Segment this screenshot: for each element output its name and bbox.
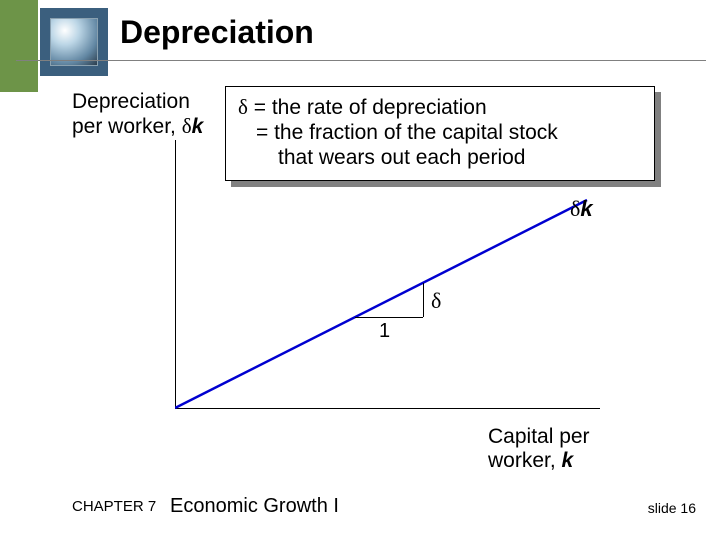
page-title: Depreciation [120,14,314,51]
slope-rise-label: δ [431,288,441,314]
line-label: δk [570,196,593,222]
logo-inner [50,18,98,66]
line-label-k: k [580,196,592,221]
slide: Depreciation Depreciation per worker, δk… [0,0,720,540]
ylabel-line2-prefix: per worker, [72,115,182,138]
xlabel-line2-prefix: worker, [488,449,562,472]
ylabel-line1: Depreciation [72,90,190,113]
slide-number: slide 16 [648,500,696,516]
ylabel-delta: δ [182,114,192,138]
def-delta: δ [238,95,248,119]
slope-line [175,200,587,408]
chapter-label: CHAPTER 7 [72,498,156,515]
depreciation-chart: 1 δ δk [175,140,605,420]
book-title: Economic Growth I [170,495,339,518]
xlabel-k: k [562,449,574,472]
definition-line1: δ = the rate of depreciation [238,95,642,120]
chart-svg [175,140,605,420]
left-accent-bar [0,0,38,92]
x-axis-label: Capital per worker, k [488,425,590,473]
slope-run-label: 1 [379,320,390,343]
ylabel-k: k [192,115,204,138]
def-l1-rest: = the rate of depreciation [248,96,487,119]
slope-triangle-base [355,317,423,318]
logo [40,8,108,76]
y-axis-label: Depreciation per worker, δk [72,90,203,139]
title-underline [16,60,706,61]
line-label-delta: δ [570,196,580,221]
slope-triangle-rise [423,283,424,317]
xlabel-line1: Capital per [488,425,590,448]
